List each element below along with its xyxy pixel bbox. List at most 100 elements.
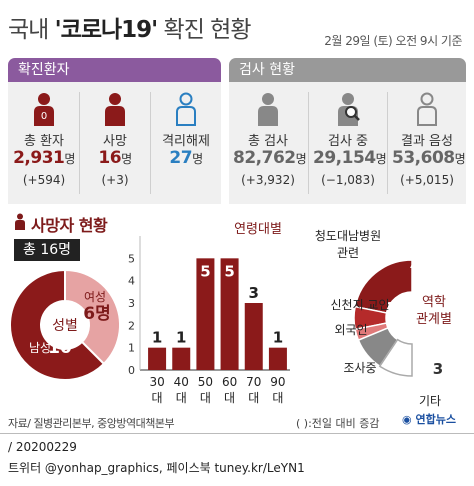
stat-label: 총 환자 xyxy=(23,134,64,149)
x-tick-label: 50 xyxy=(198,375,213,389)
stat-delta: (+3) xyxy=(101,173,129,187)
stat-label: 격리해제 xyxy=(162,134,210,149)
bar xyxy=(148,347,167,370)
stat-value: 53,608명 xyxy=(392,148,466,168)
divider xyxy=(387,92,388,194)
chart-title: 역학 xyxy=(422,295,446,310)
person-icon xyxy=(105,93,125,126)
slice-name: 신천지 교인 xyxy=(330,297,389,312)
x-tick-label: 70 xyxy=(246,375,261,389)
y-tick-label: 3 xyxy=(128,297,135,310)
person-icon xyxy=(15,213,25,230)
bar-value-label: 3 xyxy=(249,284,259,302)
stat-deaths: 사망 16명 (+3) xyxy=(80,82,150,204)
chart-title: 관계별 xyxy=(416,312,452,327)
x-tick-label: 30 xyxy=(149,375,164,389)
bar-value-label: 1 xyxy=(152,329,162,347)
stat-total-patients: 0 총 환자 2,931명 (+594) xyxy=(9,82,79,204)
y-tick-label: 1 xyxy=(128,342,135,355)
slice-value: 6명 xyxy=(83,304,110,324)
stat-label: 총 검사 xyxy=(247,134,288,149)
stat-testing: 검사 중 29,154명 (−1,083) xyxy=(313,82,387,204)
person-icon: 0 xyxy=(34,93,54,126)
x-tick-label: 60 xyxy=(222,375,237,389)
pie-slice xyxy=(354,259,413,314)
y-tick-label: 4 xyxy=(128,275,135,288)
stat-value: 27명 xyxy=(169,148,203,168)
age-bar-chart: 0 1 2 3 4 5 1 30 대 1 40 대 5 50 대 5 60 대 3 70 대 1 90 대 연령대별 xyxy=(128,222,290,405)
magnifier-person-icon xyxy=(338,93,360,126)
confirmed-heading: 확진환자 xyxy=(8,58,221,82)
divider xyxy=(150,92,151,194)
deaths-total: 총 16명 xyxy=(14,239,80,261)
date-stamp: 2월 29일 (토) 오전 9시 기준 xyxy=(324,34,462,48)
stat-value: 16명 xyxy=(98,148,132,168)
pie-slice xyxy=(64,268,121,366)
x-tick-label: 40 xyxy=(174,375,189,389)
x-tick-label: 대 xyxy=(272,391,283,405)
deaths-title: 사망자 현황 xyxy=(31,216,108,235)
person-icon xyxy=(258,93,278,126)
stat-delta: (−1,083) xyxy=(321,173,375,187)
bar xyxy=(172,347,191,370)
page-title: 국내 '코로나19' 확진 현황 xyxy=(8,17,251,43)
bar xyxy=(196,258,215,370)
tests-heading: 검사 현황 xyxy=(229,58,466,82)
y-tick-label: 0 xyxy=(128,364,135,377)
pie-slice xyxy=(378,338,413,377)
slice-name: 조사중 xyxy=(343,361,376,375)
bar xyxy=(244,303,263,370)
stat-value: 29,154명 xyxy=(313,148,387,168)
svg-text:0: 0 xyxy=(41,111,47,122)
slice-value: 7명 xyxy=(408,254,432,272)
donut-center-label: 성별 xyxy=(52,318,78,334)
slice-name: 여성 xyxy=(84,290,106,304)
bar-value-label: 5 xyxy=(224,262,234,280)
slice-name: 남성 xyxy=(29,341,51,355)
person-outline-icon xyxy=(176,92,196,126)
pie-slice xyxy=(353,305,388,331)
x-tick-label: 대 xyxy=(200,391,211,405)
divider xyxy=(79,92,80,194)
bar-value-label: 1 xyxy=(176,329,186,347)
divider xyxy=(0,433,474,434)
slice-name: 외국인 xyxy=(334,323,367,337)
globe-icon: ◉ xyxy=(402,413,412,426)
stat-delta: (+594) xyxy=(22,173,66,187)
delta-note: ( ):전일 대비 증감 xyxy=(296,417,380,430)
pie-slice xyxy=(357,326,399,368)
bar-value-label: 5 xyxy=(200,262,210,280)
stat-total-tests: 총 검사 82,762명 (+3,932) xyxy=(233,82,307,204)
stat-delta: (+5,015) xyxy=(400,173,454,187)
x-tick-label: 대 xyxy=(224,391,235,405)
stat-delta: (+3,932) xyxy=(241,173,295,187)
divider xyxy=(308,92,309,194)
person-outline-icon xyxy=(417,92,437,126)
stat-value: 2,931명 xyxy=(13,148,75,168)
bar xyxy=(220,258,239,370)
x-tick-label: 대 xyxy=(176,391,187,405)
x-tick-label: 90 xyxy=(270,375,285,389)
y-tick-label: 2 xyxy=(128,319,135,332)
x-tick-label: 대 xyxy=(152,391,163,405)
stat-value: 82,762명 xyxy=(233,148,307,168)
slice-value: 3 xyxy=(433,360,443,378)
brand-logo: ◉ 연합뉴스 xyxy=(402,413,456,426)
stat-label: 결과 음성 xyxy=(401,134,453,149)
stat-released: 격리해제 27명 xyxy=(151,82,221,204)
slice-value: 1 xyxy=(389,318,399,336)
footer-links: 트위터 @yonhap_graphics, 페이스북 tuney.kr/LeYN… xyxy=(8,461,305,475)
bar xyxy=(268,347,287,370)
footer-date: / 20200229 xyxy=(8,440,77,454)
chart-title: 연령대별 xyxy=(234,222,282,237)
bar-value-label: 1 xyxy=(273,329,283,347)
slice-value: 10 xyxy=(48,338,72,358)
slice-name: 청도대남병원 xyxy=(315,229,381,243)
stat-label: 사망 xyxy=(103,134,127,149)
source-note: 자료/ 질병관리본부, 중앙방역대책본부 xyxy=(8,417,175,430)
stat-negative: 결과 음성 53,608명 (+5,015) xyxy=(392,82,466,204)
x-tick-label: 대 xyxy=(248,391,259,405)
pie-slice xyxy=(9,268,106,381)
